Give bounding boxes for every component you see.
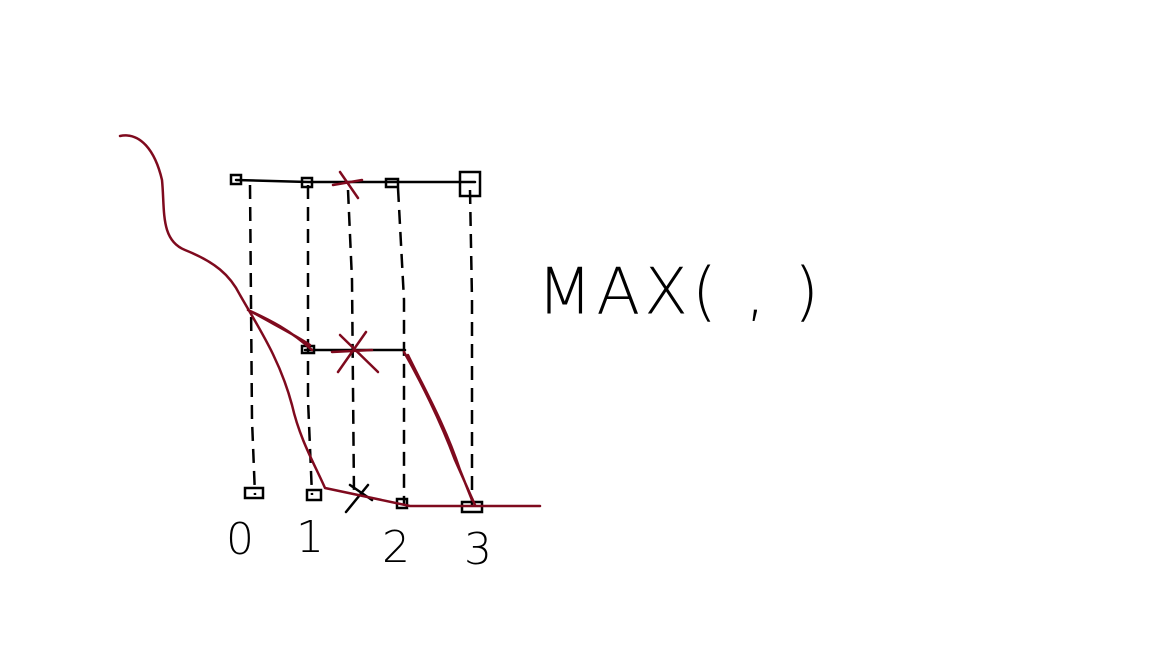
drop-line	[248, 184, 257, 496]
drop-line	[346, 189, 356, 496]
cross	[344, 483, 374, 514]
drop-line	[306, 185, 314, 496]
cross	[331, 170, 364, 200]
top-line	[234, 178, 477, 184]
red-strokes	[118, 134, 542, 508]
formula: MAX( , )	[537, 256, 823, 330]
node	[243, 486, 265, 500]
curve	[118, 134, 542, 508]
cross	[330, 330, 380, 374]
drop-line	[468, 189, 474, 505]
drop-line	[396, 187, 406, 505]
curve	[402, 350, 477, 507]
black-strokes	[229, 170, 484, 514]
node	[305, 488, 323, 502]
node	[458, 170, 482, 198]
curve	[246, 308, 314, 352]
label: 3	[464, 524, 492, 575]
node	[229, 173, 243, 186]
label: 0	[226, 514, 254, 565]
label: 2	[382, 522, 410, 573]
node	[300, 176, 314, 189]
label: 1	[296, 512, 324, 563]
node	[384, 177, 400, 189]
